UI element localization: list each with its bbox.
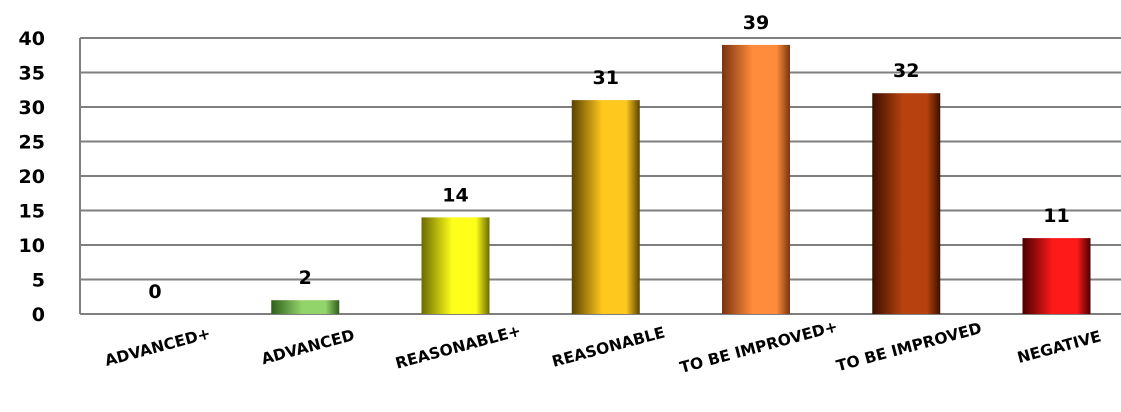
x-axis: ADVANCED+ ADVANCED REASONABLE+ REASONABLE TO… [103, 317, 1103, 376]
data-label: 32 [893, 60, 919, 82]
y-tick-label: 5 [32, 270, 45, 292]
data-label: 31 [593, 67, 619, 89]
bar [571, 100, 640, 314]
y-tick-label: 15 [19, 201, 45, 223]
y-tick-label: 0 [32, 304, 45, 326]
y-tick-label: 40 [19, 28, 45, 50]
y-tick-label: 25 [19, 132, 45, 154]
bar [421, 217, 490, 314]
data-label: 11 [1043, 205, 1069, 227]
x-tick-label: ADVANCED+ [103, 324, 213, 369]
y-tick-label: 10 [19, 235, 45, 257]
bar [271, 300, 340, 314]
x-tick-label: TO BE IMPROVED [834, 319, 983, 375]
x-tick-label: REASONABLE [550, 323, 667, 370]
data-label: 39 [743, 12, 769, 34]
y-tick-label: 35 [19, 63, 45, 85]
x-tick-label: ADVANCED [259, 326, 356, 368]
bar [722, 44, 790, 315]
bar [872, 93, 941, 314]
bar [1022, 238, 1091, 314]
x-tick-label: NEGATIVE [1015, 327, 1103, 367]
x-tick-label: TO BE IMPROVED+ [678, 317, 840, 376]
x-tick-label: REASONABLE+ [394, 322, 523, 373]
data-label: 2 [299, 267, 312, 289]
y-tick-label: 20 [19, 166, 45, 188]
data-label: 14 [442, 184, 468, 206]
y-tick-label: 30 [19, 97, 45, 119]
data-label: 0 [148, 281, 161, 303]
y-axis: 0 5 10 15 20 25 30 35 40 [19, 28, 81, 326]
bars [271, 44, 1091, 315]
data-labels: 0 2 14 31 39 32 11 [148, 12, 1069, 303]
